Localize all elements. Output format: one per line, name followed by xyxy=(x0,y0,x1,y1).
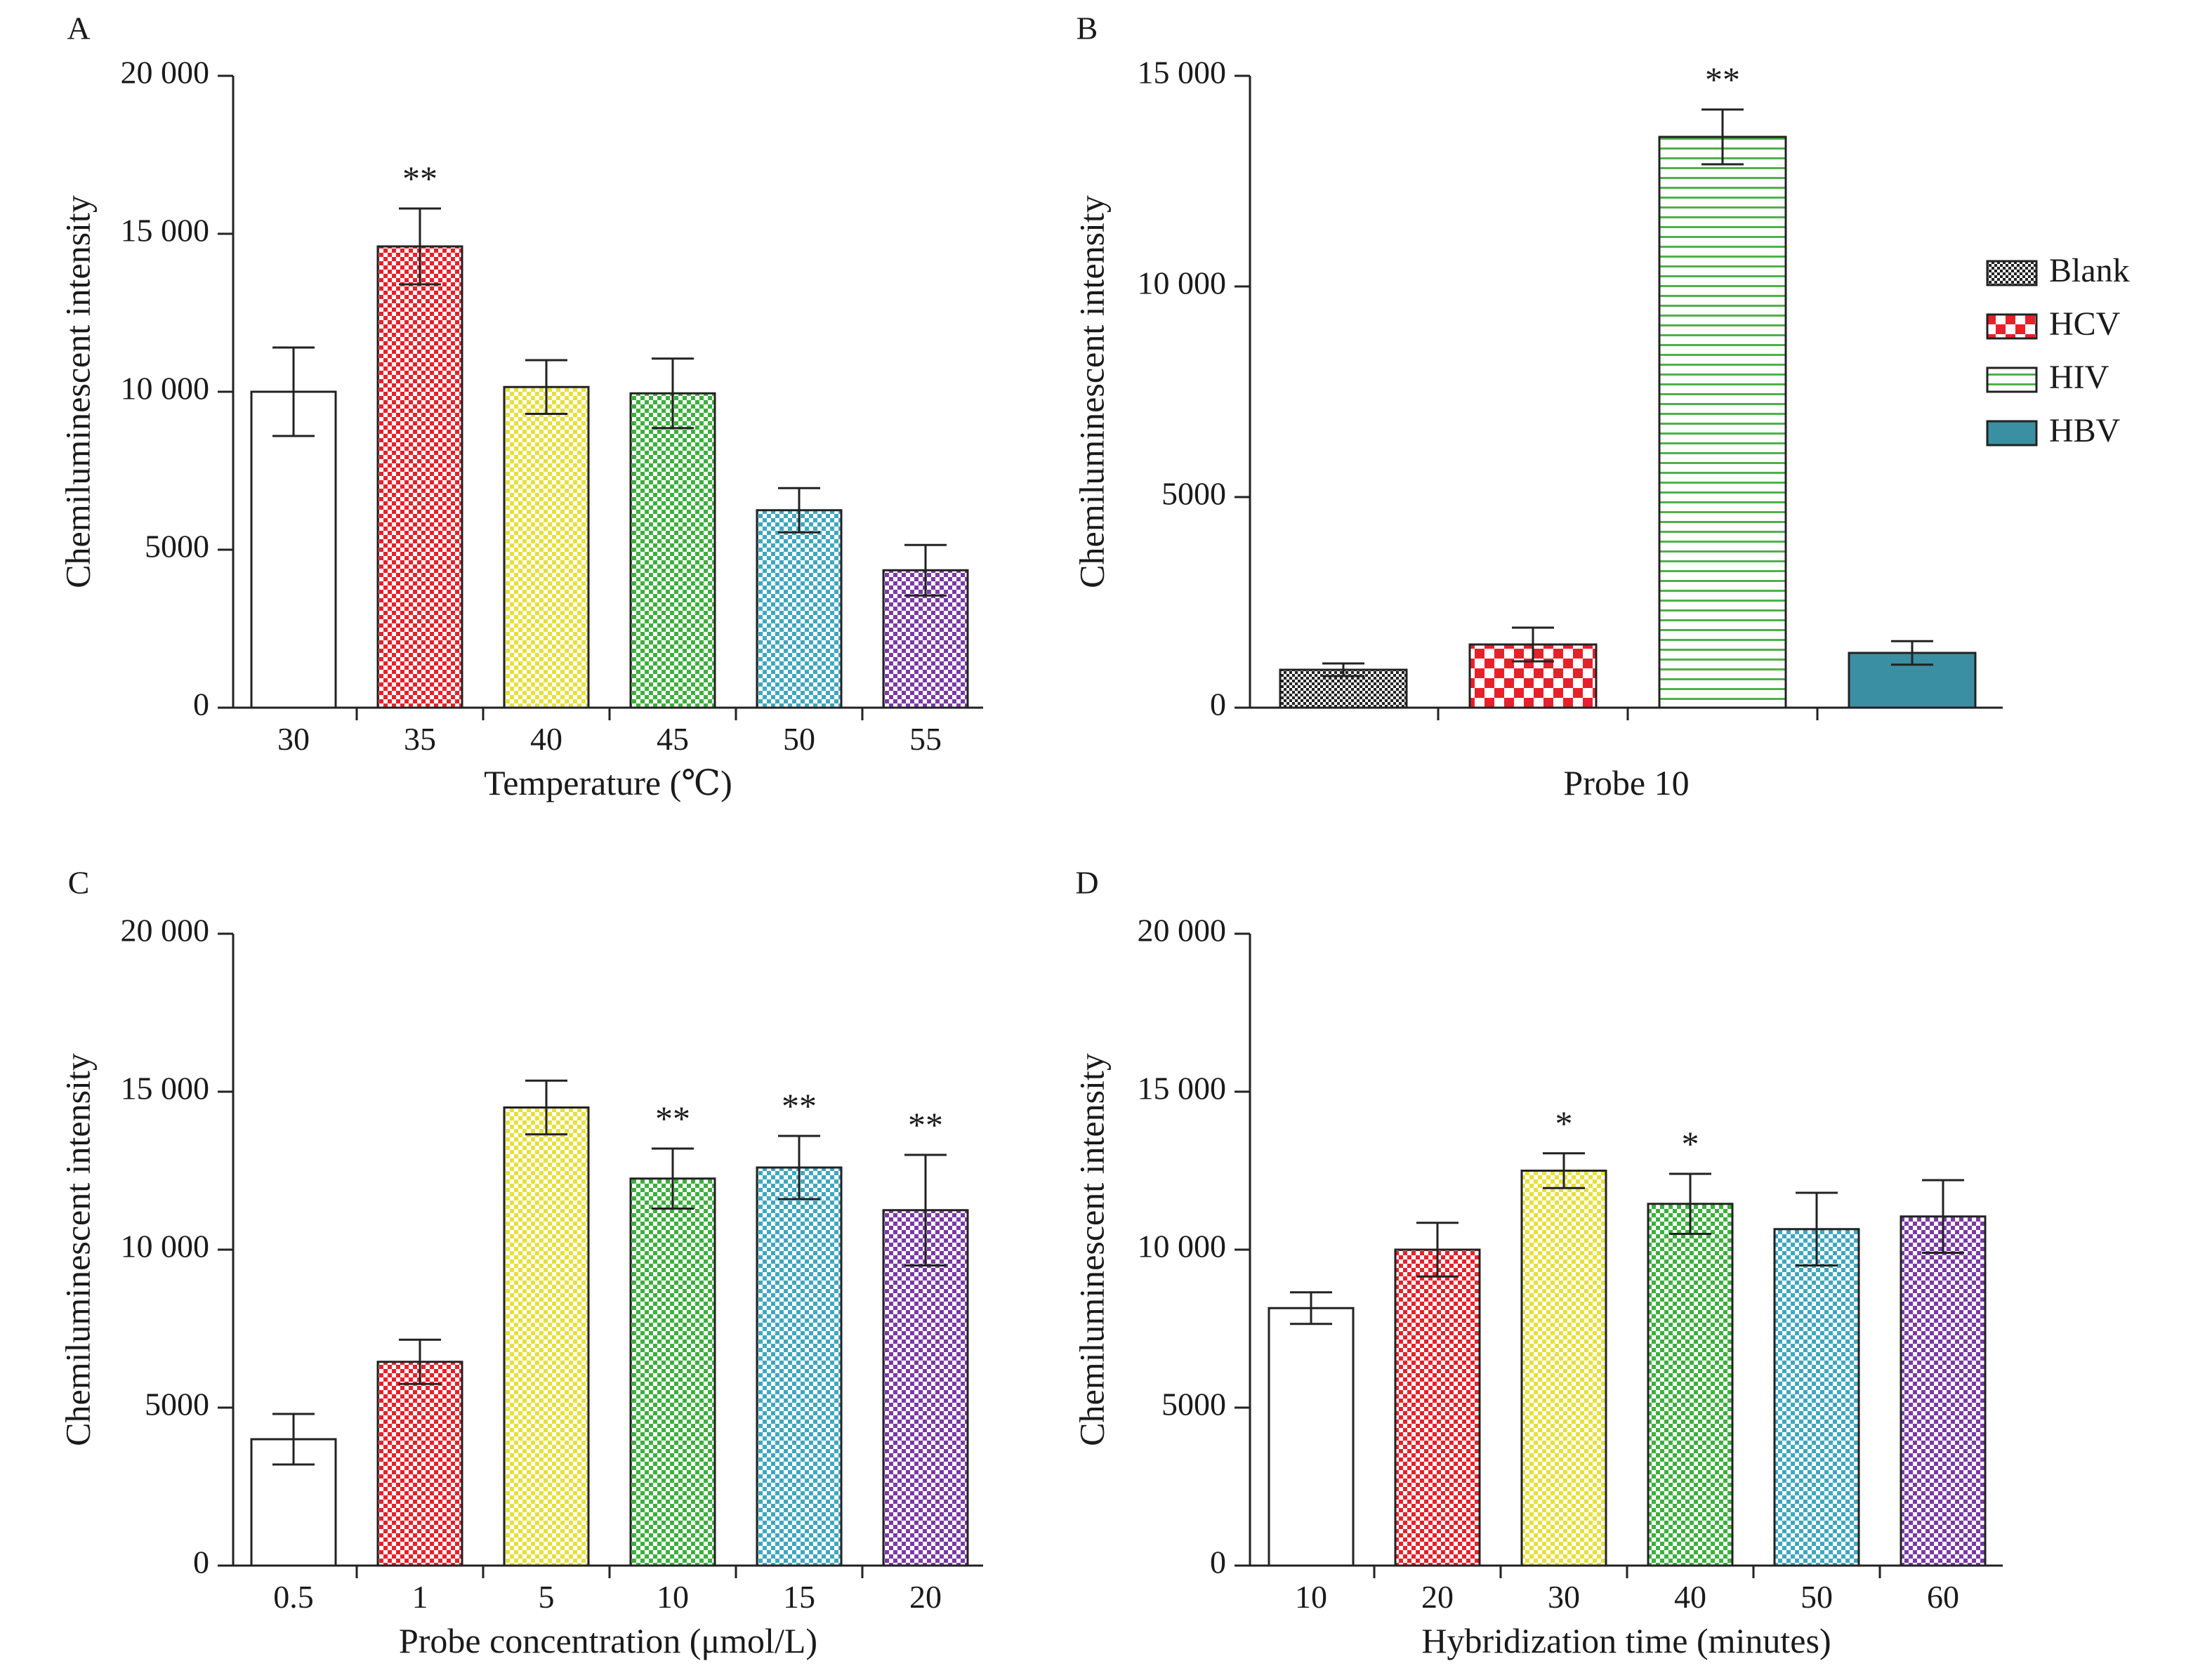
x-tick-label: 20 xyxy=(909,1579,942,1615)
y-tick-label: 20 000 xyxy=(121,913,210,948)
bar xyxy=(250,390,337,709)
bar xyxy=(503,385,590,709)
bar xyxy=(376,1361,463,1567)
bar xyxy=(756,509,843,709)
x-axis-title: Probe concentration (μmol/L) xyxy=(399,1621,817,1660)
y-axis-title: Chemiluminescent intensity xyxy=(1072,1053,1111,1446)
y-tick-label: 15 000 xyxy=(121,1071,210,1106)
y-tick-label: 10 000 xyxy=(1138,265,1227,301)
y-tick-label: 5000 xyxy=(145,1387,209,1422)
x-tick-label: 40 xyxy=(530,721,562,757)
bar xyxy=(756,1166,843,1567)
y-tick-label: 20 000 xyxy=(121,55,210,91)
bar xyxy=(1394,1248,1481,1567)
bar xyxy=(1268,1307,1355,1567)
y-axis-title: Chemiluminescent intensity xyxy=(58,195,97,588)
x-tick-label: 20 xyxy=(1421,1579,1454,1615)
legend-swatch xyxy=(1986,420,2038,447)
y-tick-label: 0 xyxy=(193,687,209,722)
y-tick-label: 0 xyxy=(1210,687,1226,722)
significance-mark: * xyxy=(1555,1104,1573,1143)
x-axis-title: Hybridization time (minutes) xyxy=(1421,1621,1831,1660)
significance-mark: ** xyxy=(402,159,437,198)
significance-mark: ** xyxy=(908,1105,943,1144)
panel-d: D 0 5000 10 000 15 000 20 000 Chemiluminescent… xyxy=(1072,865,2003,1660)
y-tick-label: 0 xyxy=(1210,1545,1226,1580)
x-tick-label: 30 xyxy=(277,721,310,757)
x-tick-label: 10 xyxy=(1295,1579,1327,1615)
x-tick-label: 55 xyxy=(909,721,942,757)
y-tick-label: 15 000 xyxy=(1138,55,1227,91)
bar xyxy=(1520,1170,1607,1567)
panel-a: A 0 5000 10 000 15 000 20 000 Chemiluminescent… xyxy=(58,11,983,802)
x-tick-label: 50 xyxy=(783,721,815,757)
legend: Blank HCV HIV HBV xyxy=(1986,252,2130,449)
bar xyxy=(1900,1215,1987,1567)
significance-mark: * xyxy=(1682,1124,1699,1163)
y-tick-label: 0 xyxy=(193,1545,209,1580)
y-tick-label: 10 000 xyxy=(1138,1229,1227,1264)
y-tick-label: 5000 xyxy=(145,529,209,564)
legend-swatch xyxy=(1986,366,2038,393)
y-tick-label: 15 000 xyxy=(1138,1071,1227,1106)
significance-mark: ** xyxy=(655,1099,690,1138)
y-tick-label: 15 000 xyxy=(121,213,210,249)
bar xyxy=(882,1209,969,1567)
x-tick-label: 50 xyxy=(1800,1579,1833,1615)
panel-label: A xyxy=(67,11,90,46)
x-tick-label: 0.5 xyxy=(273,1579,314,1615)
bar xyxy=(1658,135,1787,709)
y-tick-label: 20 000 xyxy=(1138,913,1227,948)
significance-mark: ** xyxy=(782,1086,817,1125)
y-tick-label: 5000 xyxy=(1161,1387,1226,1422)
x-tick-label: 30 xyxy=(1548,1579,1580,1615)
panel-label: D xyxy=(1075,865,1098,901)
legend-label: HCV xyxy=(2049,305,2121,343)
panel-b: B 0 5000 10 000 15 000 Chemiluminescent inten… xyxy=(1072,11,2129,802)
legend-label: HBV xyxy=(2049,412,2121,449)
legend-label: HIV xyxy=(2049,359,2109,396)
panel-label: B xyxy=(1077,11,1098,46)
bar xyxy=(503,1106,590,1567)
y-axis-title: Chemiluminescent intensity xyxy=(1072,195,1111,588)
x-axis-title: Probe 10 xyxy=(1563,763,1689,802)
x-tick-label: 60 xyxy=(1927,1579,1959,1615)
bar xyxy=(629,1177,716,1567)
significance-mark: ** xyxy=(1705,60,1740,99)
x-tick-label: 15 xyxy=(783,1579,815,1615)
x-tick-label: 35 xyxy=(404,721,436,757)
legend-swatch xyxy=(1986,260,2038,286)
panel-label: C xyxy=(68,865,90,901)
bar xyxy=(1647,1203,1734,1567)
x-axis-title: Temperature (℃) xyxy=(484,763,732,802)
panel-c: C 0 5000 10 000 15 000 20 000 Chemiluminescent… xyxy=(58,865,983,1660)
bar xyxy=(629,392,716,709)
bar xyxy=(376,245,463,709)
y-tick-label: 10 000 xyxy=(121,1229,210,1264)
x-tick-label: 10 xyxy=(657,1579,689,1615)
x-tick-label: 1 xyxy=(412,1579,428,1615)
legend-swatch xyxy=(1986,313,2038,340)
x-tick-label: 5 xyxy=(539,1579,555,1615)
bar xyxy=(1773,1228,1860,1567)
y-tick-label: 10 000 xyxy=(121,371,210,406)
y-axis-title: Chemiluminescent intensity xyxy=(58,1053,97,1446)
x-tick-label: 40 xyxy=(1674,1579,1706,1615)
x-tick-label: 45 xyxy=(657,721,689,757)
y-tick-label: 5000 xyxy=(1161,476,1226,512)
legend-label: Blank xyxy=(2049,252,2130,289)
